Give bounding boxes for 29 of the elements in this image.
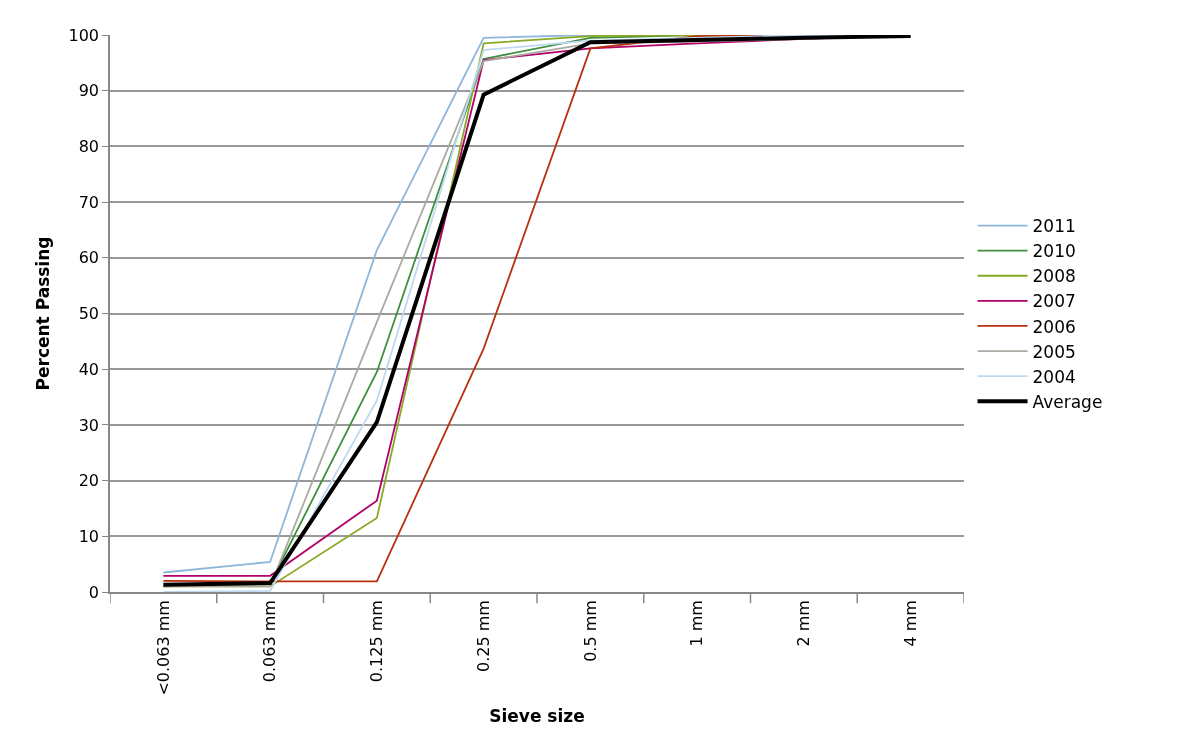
x-tick-label: 4 mm [900, 600, 920, 647]
y-tick-label: 70 [78, 192, 100, 212]
y-tick-label: 90 [78, 81, 100, 101]
y-tick-label: 50 [78, 304, 100, 324]
y-tick-label: 40 [78, 359, 100, 379]
y-tick-label: 100 [68, 25, 100, 45]
y-tick-label: 60 [78, 248, 100, 268]
y-tick-label: 0 [88, 582, 100, 602]
legend-label: 2004 [1032, 366, 1076, 387]
legend-label: 2006 [1032, 316, 1076, 337]
legend-label: 2011 [1032, 216, 1076, 237]
x-tick-label: 2 mm [794, 600, 814, 647]
y-tick-label: 20 [78, 471, 100, 491]
legend-label: 2010 [1032, 241, 1076, 262]
legend-label: 2008 [1032, 266, 1076, 287]
x-tick-label: 1 mm [687, 600, 707, 647]
legend-label: Average [1032, 391, 1103, 412]
y-tick-label: 80 [78, 137, 100, 156]
y-axis-title: Percent Passing [32, 236, 53, 391]
y-tick-label: 30 [78, 415, 100, 435]
legend-label: 2007 [1032, 291, 1076, 312]
x-tick-label: 0.25 mm [473, 600, 493, 673]
x-tick-label: 0.125 mm [367, 600, 387, 683]
x-tick-label: <0.063 mm [153, 600, 173, 696]
x-tick-label: 0.063 mm [260, 600, 280, 683]
y-tick-label: 10 [78, 526, 100, 546]
x-tick-label: 0.5 mm [580, 600, 600, 662]
legend-label: 2005 [1032, 341, 1076, 362]
x-axis-title: Sieve size [489, 705, 585, 726]
